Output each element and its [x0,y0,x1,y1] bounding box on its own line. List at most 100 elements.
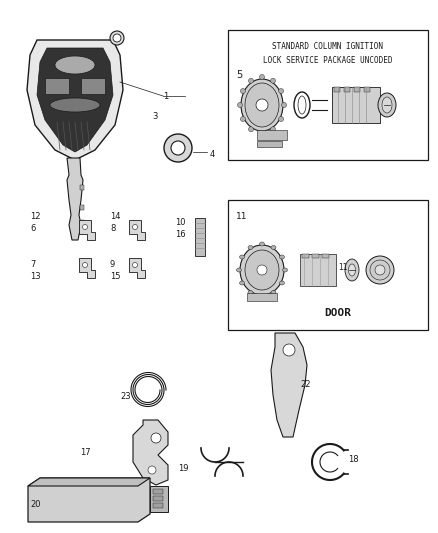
Text: DOOR: DOOR [325,308,352,318]
Ellipse shape [240,245,284,295]
Polygon shape [133,420,168,485]
Ellipse shape [82,262,88,268]
Polygon shape [28,478,150,522]
Bar [334,87,340,92]
Ellipse shape [240,281,244,285]
Bar [364,87,370,92]
Ellipse shape [294,92,310,118]
Text: 8: 8 [110,224,115,233]
Text: 11: 11 [236,212,247,221]
Ellipse shape [259,75,265,79]
Text: 22: 22 [300,380,311,389]
Polygon shape [67,158,83,240]
Bar [228,30,428,160]
Polygon shape [79,258,95,278]
Polygon shape [129,220,145,240]
Text: 14: 14 [110,212,120,221]
Ellipse shape [151,433,161,443]
Ellipse shape [50,98,100,112]
Bar [45,78,69,94]
Bar [228,200,428,330]
Text: LOCK SERVICE PACKAGE UNCODED: LOCK SERVICE PACKAGE UNCODED [263,56,393,65]
Bar [80,220,84,225]
Ellipse shape [113,34,121,42]
Ellipse shape [283,344,295,356]
Text: 3: 3 [152,112,157,121]
Ellipse shape [279,281,284,285]
Ellipse shape [257,265,267,275]
Bar [354,87,360,92]
Bar [153,489,163,494]
Ellipse shape [256,99,268,111]
Text: 4: 4 [210,150,215,159]
Ellipse shape [248,246,253,249]
Ellipse shape [248,290,253,295]
Bar [344,87,350,92]
Bar [322,254,329,258]
Ellipse shape [282,102,286,108]
Bar [153,503,163,508]
Text: 10: 10 [175,218,186,227]
Polygon shape [27,40,123,160]
Polygon shape [129,258,145,278]
Ellipse shape [349,264,356,276]
Bar [195,218,205,256]
Ellipse shape [82,224,88,230]
Ellipse shape [148,466,156,474]
Text: 20: 20 [30,500,40,509]
Text: 15: 15 [110,272,120,281]
Ellipse shape [279,88,283,93]
Text: 17: 17 [80,448,91,457]
Text: 5: 5 [236,70,242,80]
Text: 6: 6 [30,224,35,233]
Text: 23: 23 [120,392,131,401]
Bar [150,486,168,512]
Ellipse shape [164,134,192,162]
Ellipse shape [345,259,359,281]
Ellipse shape [240,255,244,259]
Text: 7: 7 [30,260,35,269]
Ellipse shape [245,83,279,127]
Ellipse shape [55,56,95,74]
Bar [302,254,309,258]
Polygon shape [37,48,113,152]
Ellipse shape [259,294,265,298]
Text: 13: 13 [30,272,41,281]
Ellipse shape [271,78,276,83]
Ellipse shape [279,255,284,259]
Ellipse shape [245,250,279,290]
Text: 1: 1 [163,92,168,101]
Bar [257,141,282,147]
Ellipse shape [279,117,283,122]
Ellipse shape [271,127,276,132]
Text: 11: 11 [338,263,347,272]
Bar [80,185,84,190]
Bar [153,496,163,501]
Ellipse shape [133,262,138,268]
Ellipse shape [366,256,394,284]
Ellipse shape [298,96,306,114]
Bar [300,254,336,286]
Polygon shape [271,333,307,437]
Bar [80,205,84,210]
Ellipse shape [271,290,276,295]
Ellipse shape [259,242,265,246]
Text: 12: 12 [30,212,40,221]
Ellipse shape [248,127,254,132]
Ellipse shape [240,88,245,93]
Text: 19: 19 [178,464,188,473]
Ellipse shape [110,31,124,45]
Bar [247,293,277,301]
Ellipse shape [370,260,390,280]
Ellipse shape [248,78,254,83]
Ellipse shape [382,97,392,113]
Ellipse shape [259,131,265,135]
Ellipse shape [237,268,241,272]
Polygon shape [28,478,150,486]
Ellipse shape [375,265,385,275]
Ellipse shape [283,268,287,272]
Bar [332,87,380,123]
Ellipse shape [237,102,243,108]
Polygon shape [79,220,95,240]
Bar [257,130,287,140]
